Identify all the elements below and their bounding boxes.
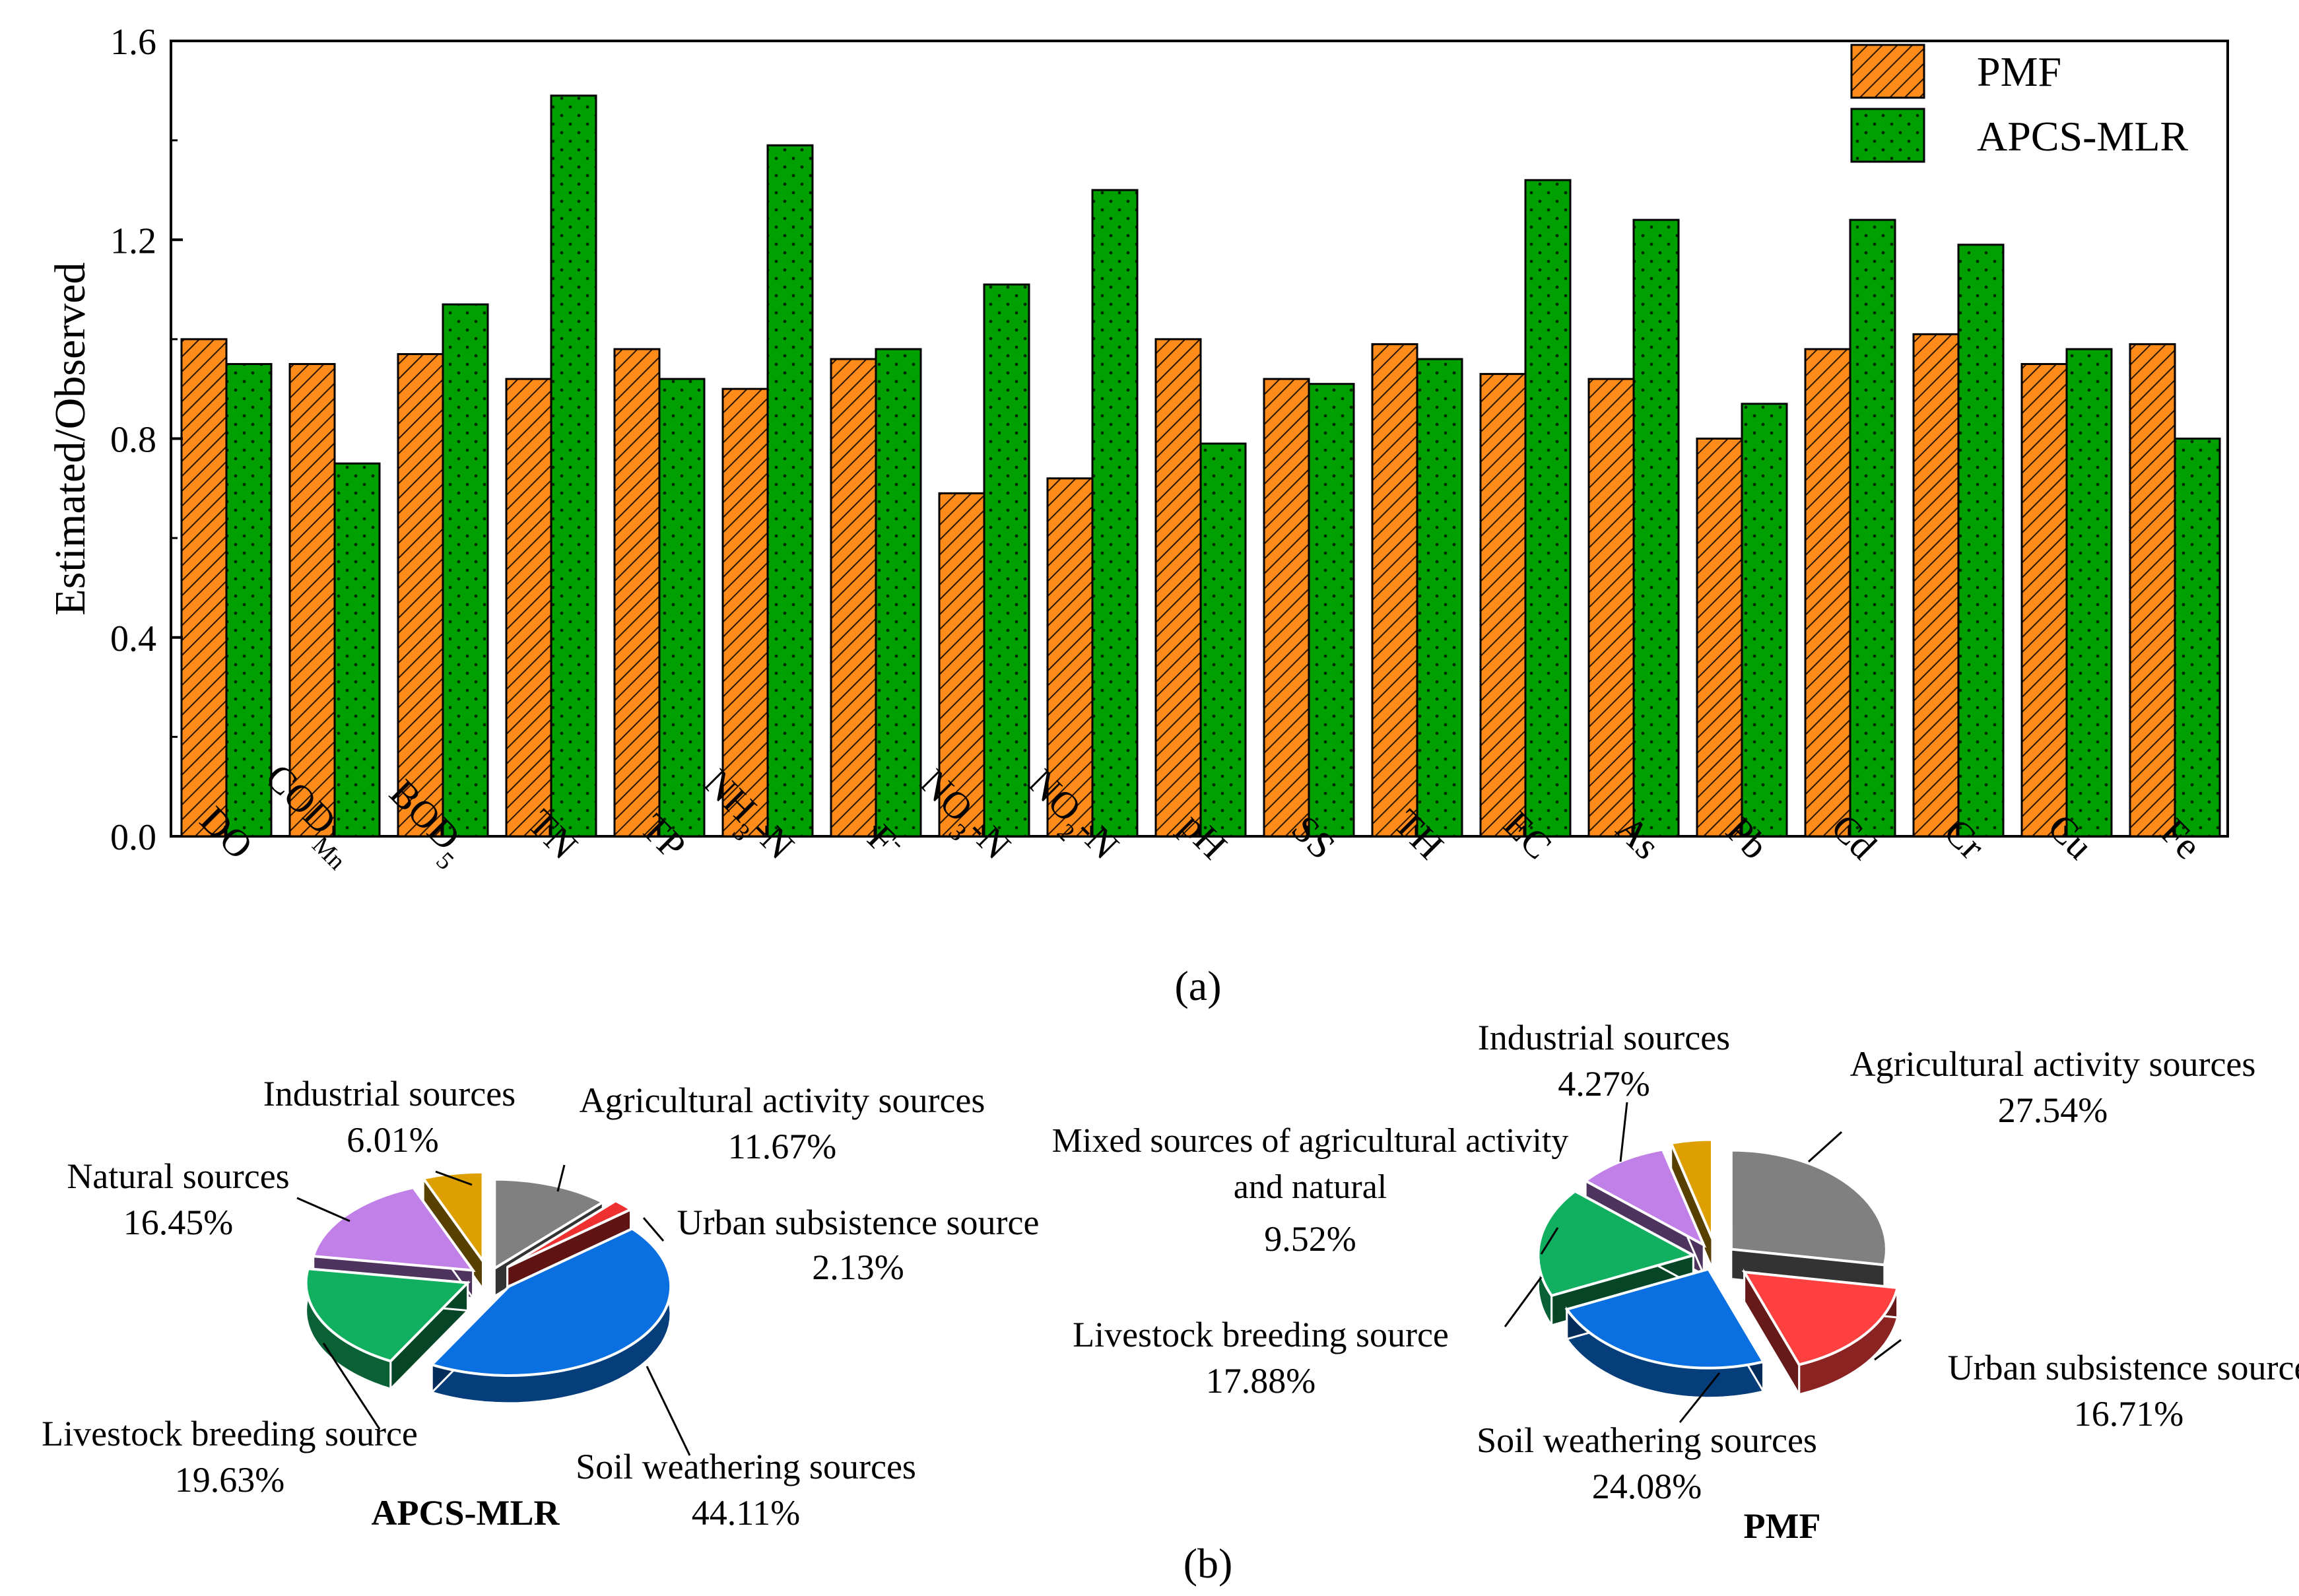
bar-pmf-13 [1587, 378, 1635, 838]
apcs-label-soil: Soil weathering sources [576, 1447, 916, 1486]
pie-slice-1 [506, 1199, 634, 1269]
bar-pmf-4 [613, 348, 661, 838]
bar-apcs-mlr-10 [1308, 383, 1355, 838]
y-axis: 0.0 0.4 0.8 1.2 1.6 [110, 22, 183, 858]
y-tick-label: 0.0 [110, 817, 156, 858]
legend-swatch-apcs-mlr [1850, 108, 1925, 163]
bar-apcs-mlr-14 [1741, 403, 1788, 838]
apcs-pct-natural: 16.45% [123, 1203, 233, 1242]
bar-apcs-mlr-6 [875, 348, 922, 838]
bar-pmf-10 [1263, 378, 1310, 838]
pie-slice-0 [1729, 1148, 1888, 1267]
bar-pmf-9 [1154, 338, 1202, 838]
pie-apcs-labels: Industrial sources 6.01% Agricultural ac… [42, 1074, 1039, 1533]
bar-pmf-8 [1046, 477, 1094, 838]
pie-slice-2 [429, 1227, 673, 1377]
bar-pmf-3 [505, 378, 552, 838]
apcs-pct-soil: 44.11% [692, 1493, 800, 1533]
pie-leader-lines [296, 1102, 1902, 1456]
bar-pmf-16 [1912, 333, 1960, 838]
bar-pmf-18 [2129, 343, 2176, 838]
pie-slice-5 [1669, 1138, 1714, 1240]
pie-chart-pmf [1537, 1138, 1900, 1399]
apcs-pct-livestock: 19.63% [175, 1460, 284, 1500]
bar-apcs-mlr-9 [1199, 442, 1247, 838]
bar-pmf-17 [2020, 363, 2068, 838]
pmf-label-mixed-2: and natural [1234, 1168, 1387, 1206]
bar-pmf-6 [830, 358, 877, 838]
bar-pmf-5 [721, 387, 769, 838]
pmf-pct-livestock: 17.88% [1206, 1361, 1316, 1401]
y-tick-label: 1.6 [110, 22, 156, 63]
bars-layer [180, 94, 2221, 838]
bar-apcs-mlr-17 [2065, 348, 2113, 838]
bar-apcs-mlr-2 [442, 303, 489, 838]
apcs-label-livestock: Livestock breeding source [42, 1414, 418, 1453]
pie-slice-3 [304, 1267, 471, 1363]
bar-apcs-mlr-7 [983, 283, 1030, 838]
bar-pmf-2 [397, 352, 444, 838]
apcs-pct-agricultural: 11.67% [728, 1127, 836, 1166]
bar-apcs-mlr-4 [658, 378, 706, 838]
pmf-pct-mixed: 9.52% [1264, 1219, 1356, 1259]
apcs-pct-industrial: 6.01% [347, 1120, 438, 1160]
legend-label-apcs-mlr: APCS-MLR [1977, 113, 2188, 160]
pie-slice-5 [420, 1170, 484, 1265]
legend-label-pmf: PMF [1977, 48, 2061, 95]
pmf-label-soil: Soil weathering sources [1477, 1420, 1817, 1460]
bar-apcs-mlr-15 [1849, 218, 1896, 838]
pmf-label-urban: Urban subsistence source [1948, 1348, 2299, 1387]
bar-apcs-mlr-12 [1524, 179, 1572, 838]
pie-slice-0 [493, 1178, 606, 1271]
bar-apcs-mlr-11 [1416, 358, 1463, 838]
bar-apcs-mlr-5 [766, 144, 814, 838]
pie-slice-3 [1537, 1189, 1697, 1298]
bar-pmf-15 [1804, 348, 1851, 838]
bar-pmf-12 [1479, 373, 1527, 838]
bar-pmf-1 [288, 363, 336, 838]
y-tick-label: 1.2 [110, 220, 156, 261]
panel-label-a: (a) [1174, 962, 1221, 1009]
pie-pmf-labels: Industrial sources 4.27% Agricultural ac… [1052, 1018, 2299, 1546]
bar-apcs-mlr-8 [1091, 189, 1139, 838]
y-tick-label: 0.4 [110, 618, 156, 659]
bar-apcs-mlr-0 [225, 363, 273, 838]
pmf-label-agricultural: Agricultural activity sources [1850, 1044, 2256, 1084]
bar-apcs-mlr-16 [1957, 244, 2005, 838]
pmf-label-mixed-1: Mixed sources of agricultural activity [1052, 1122, 1569, 1160]
pmf-pct-agricultural: 27.54% [1998, 1090, 2108, 1130]
legend-swatch-pmf [1850, 44, 1925, 99]
bar-apcs-mlr-1 [333, 462, 381, 838]
pmf-pct-industrial: 4.27% [1558, 1064, 1649, 1104]
panel-label-b: (b) [1183, 1540, 1233, 1587]
apcs-label-industrial: Industrial sources [263, 1074, 516, 1114]
bar-pmf-0 [180, 338, 228, 838]
bar-apcs-mlr-13 [1632, 218, 1680, 838]
bar-pmf-14 [1696, 438, 1743, 838]
y-tick-label: 0.8 [110, 420, 156, 461]
legend: PMF APCS-MLR [1850, 44, 2188, 163]
pie-chart-apcs-mlr [304, 1170, 673, 1405]
apcs-title: APCS-MLR [372, 1493, 560, 1533]
pmf-pct-soil: 24.08% [1592, 1467, 1702, 1506]
bar-apcs-mlr-3 [550, 94, 597, 838]
apcs-label-urban: Urban subsistence source [677, 1203, 1040, 1242]
pmf-pct-urban: 16.71% [2074, 1394, 2183, 1434]
pmf-label-livestock: Livestock breeding source [1073, 1315, 1449, 1354]
y-axis-label: Estimated/Observed [46, 262, 94, 615]
pie-slice-4 [312, 1185, 476, 1273]
apcs-pct-urban: 2.13% [812, 1247, 904, 1287]
pmf-title: PMF [1744, 1506, 1821, 1546]
bar-pmf-11 [1371, 343, 1418, 838]
pie-slice-2 [1564, 1267, 1766, 1370]
apcs-label-agricultural: Agricultural activity sources [580, 1081, 985, 1120]
pmf-label-industrial: Industrial sources [1478, 1018, 1730, 1057]
apcs-label-natural: Natural sources [67, 1156, 289, 1196]
bar-apcs-mlr-18 [2174, 438, 2221, 838]
pie-slice-1 [1741, 1270, 1900, 1366]
